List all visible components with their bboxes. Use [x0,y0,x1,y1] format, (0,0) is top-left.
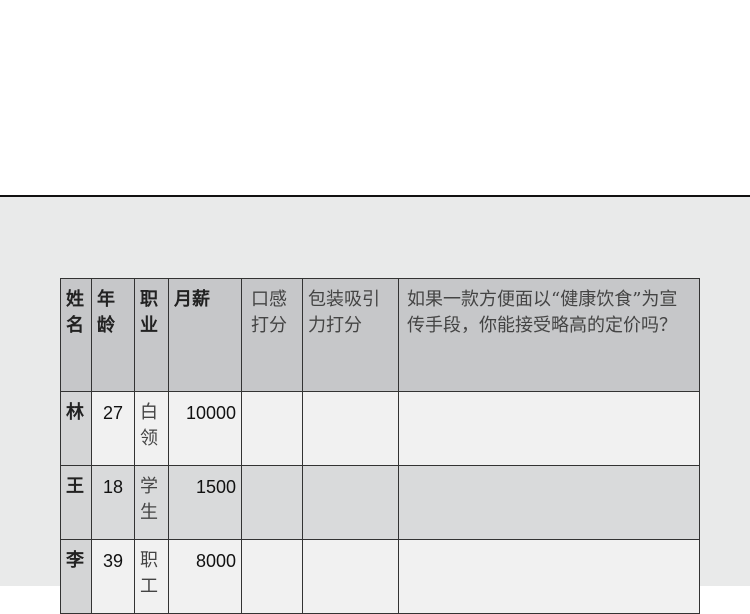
cell-packaging[interactable] [302,539,399,614]
table-row: 林 27 白领 10000 [60,391,700,466]
header-question: 如果一款方便面以“健康饮食”为宣传手段，你能接受略高的定价吗？ [398,278,700,392]
cell-answer[interactable] [398,391,700,466]
cell-packaging[interactable] [302,391,399,466]
cell-salary: 10000 [168,391,242,466]
cell-age: 27 [91,391,135,466]
cell-job: 学生 [134,465,169,540]
cell-name: 王 [60,465,92,540]
header-row: 姓名 年龄 职业 月薪 口感打分 包装吸引力打分 如果一款方便面以“健康饮食”为… [60,278,700,392]
cell-salary: 1500 [168,465,242,540]
cell-taste[interactable] [241,465,303,540]
cell-packaging[interactable] [302,465,399,540]
header-job: 职业 [134,278,169,392]
cell-age: 39 [91,539,135,614]
header-packaging: 包装吸引力打分 [302,278,399,392]
cell-job: 职工 [134,539,169,614]
cell-taste[interactable] [241,539,303,614]
header-salary: 月薪 [168,278,242,392]
table-row: 王 18 学生 1500 [60,465,700,540]
cell-answer[interactable] [398,539,700,614]
blank-area [0,0,750,196]
cell-name: 林 [60,391,92,466]
survey-table: 姓名 年龄 职业 月薪 口感打分 包装吸引力打分 如果一款方便面以“健康饮食”为… [60,278,700,614]
cell-age: 18 [91,465,135,540]
header-taste: 口感打分 [241,278,303,392]
header-age: 年龄 [91,278,135,392]
cell-salary: 8000 [168,539,242,614]
cell-job: 白领 [134,391,169,466]
cell-taste[interactable] [241,391,303,466]
divider [0,195,750,197]
cell-answer[interactable] [398,465,700,540]
header-name: 姓名 [60,278,92,392]
cell-name: 李 [60,539,92,614]
table-row: 李 39 职工 8000 [60,539,700,614]
